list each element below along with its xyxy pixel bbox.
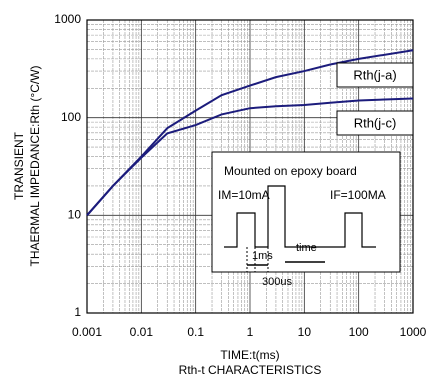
inset-label: 1ms [252,250,273,262]
inset-box [211,151,401,273]
plot-frame [86,19,414,314]
x-tick-label: 1000 [400,325,427,339]
series-line [86,97,414,216]
series [86,49,414,216]
subtitle: Rth-t CHARACTERISTICS [179,363,322,377]
x-axis-label: TIME:t(ms) [220,348,279,362]
inset: Mounted on epoxy board IM=10mA IF=100MA … [211,151,401,288]
y-tick-label: 1000 [54,12,81,26]
x-tick-label: 0.001 [72,325,102,339]
y-axis-label: THAERMAL IMPEDANCE:Rth (°C/W) [28,65,42,266]
y-tick-label: 100 [61,110,81,124]
inset-label: IM=10mA [218,188,270,202]
x-tick-label: 1 [247,325,254,339]
legend-box [336,110,414,136]
inset-label: time [296,242,317,254]
inset-title: Mounted on epoxy board [224,164,357,178]
y-tick-label: 1 [74,305,81,319]
x-tick-label: 0.01 [130,325,154,339]
inset-label: 300us [262,276,292,288]
legend-label: Rth(j-c) [354,115,397,130]
inset-label: IF=100MA [330,188,386,202]
x-tick-label: 0.1 [187,325,204,339]
x-tick-label: 10 [298,325,312,339]
legend-box [336,62,414,88]
y-tick-label: 10 [68,208,82,222]
waveform [224,185,376,248]
y-axis-label: TRANSIENT [12,131,26,200]
x-tick-label: 100 [349,325,369,339]
legend-label: Rth(j-a) [353,67,396,82]
